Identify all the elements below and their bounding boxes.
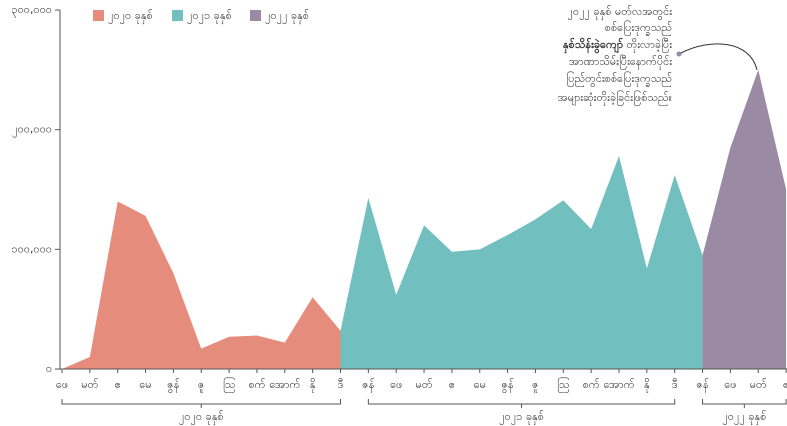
y-tick-label: ၀: [46, 362, 52, 375]
annotation-text: စစ်ပြေးဒုက္ခသည်: [605, 20, 672, 36]
x-tick-label: စက်: [248, 378, 265, 391]
annotation-text: ပြည်တွင်းစစ်ပြေးဒုက္ခသည်: [566, 71, 672, 87]
area: [62, 201, 341, 369]
annotation-bold: နှစ်သိန်းခွဲကျော်: [563, 37, 624, 54]
annotation-line: နှစ်သိန်းခွဲကျော် တိုးလာခဲ့ပြီး: [563, 37, 672, 54]
legend-label: ၂၀၂၀ ခုနှစ်: [108, 9, 153, 24]
annotation-connector: [680, 43, 758, 71]
x-tick-label: စက်: [583, 378, 600, 391]
legend-swatch: [250, 10, 261, 21]
annotation-line: စစ်ပြေးဒုက္ခသည်: [605, 20, 672, 36]
year-bracket: [367, 399, 676, 408]
y-tick-label: ၁၀၀,၀၀၀: [11, 242, 52, 255]
x-tick-label: မတ်: [81, 378, 98, 391]
x-tick-label: ဧ: [783, 378, 787, 391]
annotation-text: အာဏာသိမ်းပြီးနောက်ပိုင်း: [569, 55, 672, 70]
x-tick-label: ဒီ: [672, 378, 678, 391]
x-tick-label: အောက်: [269, 378, 300, 391]
x-tick-label: ဩ: [223, 377, 236, 393]
x-tick-label: မေ: [139, 378, 151, 391]
year-label: ၂၀၂၂ ခုနှစ်: [722, 410, 766, 425]
year-label: ၂၀၂၁ ခုနှစ်: [499, 410, 544, 425]
legend-swatch: [93, 10, 104, 21]
x-tick-label: ဒီ: [338, 378, 344, 391]
year-bracket: [61, 399, 341, 408]
x-tick-label: မတ်: [750, 378, 767, 391]
annotation-text: အများဆုံးတိုးခဲ့ခြင်းဖြစ်သည်။: [558, 90, 672, 106]
x-tick-label: ဇူ: [198, 378, 205, 393]
annotation-line: အာဏာသိမ်းပြီးနောက်ပိုင်း: [569, 55, 672, 70]
x-tick-label: နို: [310, 378, 316, 393]
y-tick-label: ၃၀၀,၀၀၀: [11, 3, 52, 18]
annotation-dot: [676, 51, 682, 57]
x-tick-label: ဖေ: [390, 378, 402, 391]
y-tick-label: ၂၀၀,၀၀၀: [12, 123, 52, 138]
x-tick-label: နို: [644, 378, 650, 393]
x-tick-label: ဖေ: [724, 378, 736, 391]
annotation-line: ပြည်တွင်းစစ်ပြေးဒုက္ခသည်: [566, 71, 672, 87]
x-tick-label: ဇွန်: [501, 378, 513, 393]
x-tick-label: ဖေ: [56, 378, 68, 391]
x-tick-label: ဇန်: [362, 378, 374, 393]
year-bracket: [702, 399, 787, 408]
annotation-line: အများဆုံးတိုးခဲ့ခြင်းဖြစ်သည်။: [558, 90, 672, 106]
x-tick-label: ဇန်: [696, 378, 708, 393]
area: [340, 155, 703, 369]
x-tick-label: မေ: [474, 378, 486, 391]
x-tick-label: အောက်: [604, 378, 635, 391]
x-tick-label: ဩ: [557, 377, 570, 393]
annotation-text: ၂၀၂၂ ခုနှစ် မတ်လအတွင်း: [568, 5, 673, 20]
x-tick-label: ဇွန်: [167, 378, 179, 393]
annotation-line: ၂၀၂၂ ခုနှစ် မတ်လအတွင်း: [568, 5, 673, 20]
x-tick-label: ဇူ: [532, 378, 539, 393]
legend-label: ၂၀၂၂ ခုနှစ်: [265, 9, 309, 24]
legend-label: ၂၀၂၁ ခုနှစ်: [187, 9, 232, 24]
annotation-text: တိုးလာခဲ့ပြီး: [623, 38, 672, 53]
x-tick-label: မတ်: [416, 378, 433, 391]
x-tick-label: ဧ: [449, 378, 455, 391]
year-label: ၂၀၂၀ ခုနှစ်: [179, 410, 224, 425]
area: [702, 69, 787, 369]
legend-swatch: [172, 10, 183, 21]
x-tick-label: ဧ: [115, 378, 121, 391]
